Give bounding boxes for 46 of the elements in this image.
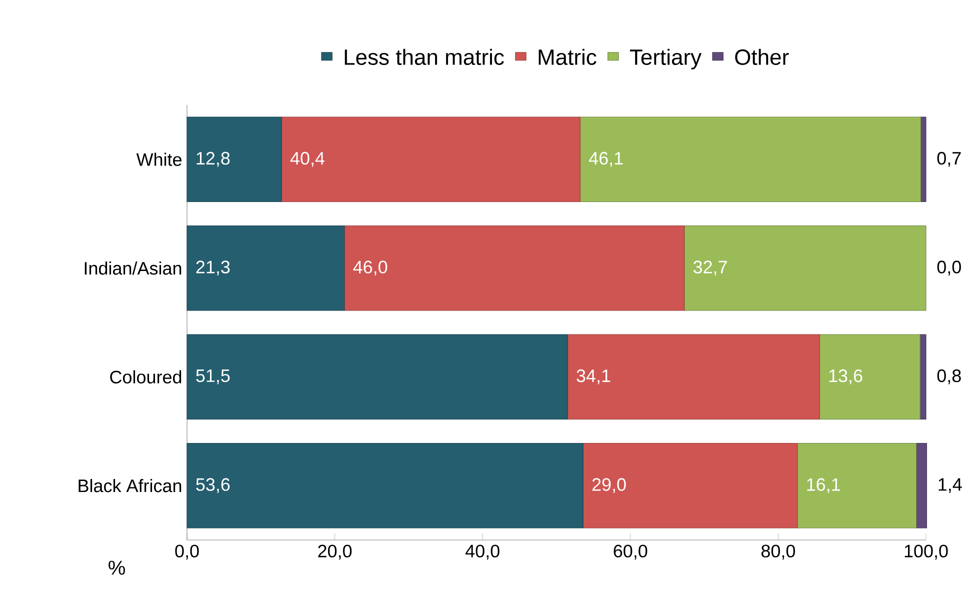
legend-label: Other	[735, 48, 789, 65]
bar	[582, 442, 798, 528]
y-tick-label: Coloured	[110, 370, 182, 384]
x-axis-title: %	[108, 560, 125, 575]
data-label: 0,0	[937, 260, 961, 276]
data-label: 46,0	[353, 260, 388, 276]
x-tick-label: 20,0	[318, 544, 352, 560]
data-label: 32,7	[693, 260, 727, 276]
bar	[684, 225, 926, 311]
bar	[819, 334, 920, 420]
bar	[797, 442, 917, 528]
bar	[567, 334, 820, 420]
data-label: 53,6	[196, 478, 230, 494]
bar	[916, 442, 928, 528]
bar	[186, 442, 584, 528]
bar	[281, 116, 580, 202]
bar	[344, 225, 685, 311]
bar	[920, 116, 926, 202]
y-tick-label: Black African	[78, 479, 182, 492]
data-label: 0,7	[937, 152, 961, 167]
data-label: 1,4	[938, 478, 962, 493]
data-label: 46,1	[588, 152, 623, 167]
legend-label: Matric	[538, 48, 596, 65]
x-tick-label: 80,0	[761, 544, 796, 560]
data-label: 40,4	[290, 152, 325, 167]
data-label: 13,6	[829, 369, 862, 384]
data-label: 12,8	[196, 152, 230, 167]
x-tick-label: 60,0	[614, 544, 648, 560]
bar	[186, 116, 282, 202]
bar	[186, 334, 568, 420]
bar	[920, 334, 926, 420]
x-tick-label: 100,0	[904, 544, 948, 560]
data-label: 34,1	[576, 369, 610, 384]
data-label: 51,5	[196, 370, 230, 384]
data-label: 29,0	[592, 478, 626, 494]
legend-label: Less than matric	[344, 48, 504, 65]
y-tick-label: Indian/Asian	[84, 262, 182, 275]
x-tick-label: 40,0	[466, 544, 500, 560]
bar	[186, 225, 345, 311]
data-label: 0,8	[937, 369, 961, 384]
x-tick-label: 0,0	[175, 544, 199, 560]
data-label: 21,3	[196, 260, 230, 276]
y-tick-label: White	[136, 152, 182, 166]
data-label: 16,1	[807, 478, 840, 494]
legend-label: Tertiary	[630, 48, 702, 70]
bar	[580, 116, 922, 202]
